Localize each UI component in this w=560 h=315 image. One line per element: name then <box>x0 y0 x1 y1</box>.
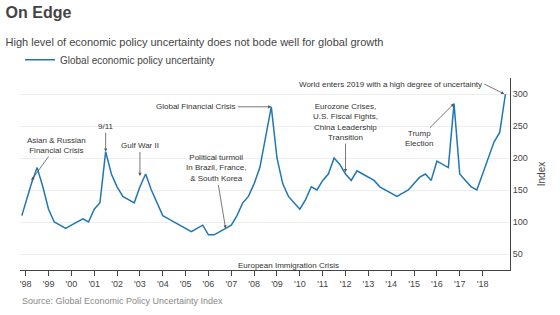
svg-text:150: 150 <box>513 185 528 195</box>
svg-text:'08: '08 <box>248 279 260 289</box>
svg-text:'17: '17 <box>454 279 466 289</box>
svg-text:'18: '18 <box>477 279 489 289</box>
svg-text:'01: '01 <box>88 279 100 289</box>
svg-text:TrumpElection: TrumpElection <box>405 129 433 148</box>
svg-text:'12: '12 <box>340 279 352 289</box>
svg-text:'06: '06 <box>203 279 215 289</box>
svg-text:High level of economic policy: High level of economic policy uncertaint… <box>6 36 384 48</box>
svg-text:Global economic policy uncerta: Global economic policy uncertainty <box>60 55 215 66</box>
svg-text:'00: '00 <box>66 279 78 289</box>
svg-text:'13: '13 <box>363 279 375 289</box>
svg-text:'03: '03 <box>134 279 146 289</box>
svg-text:200: 200 <box>513 153 528 163</box>
svg-text:'15: '15 <box>408 279 420 289</box>
svg-text:Gulf War II: Gulf War II <box>121 141 159 150</box>
svg-text:250: 250 <box>513 121 528 131</box>
svg-text:Index: Index <box>536 162 547 186</box>
svg-text:300: 300 <box>513 89 528 99</box>
svg-text:'09: '09 <box>271 279 283 289</box>
svg-text:World enters 2019 with a high: World enters 2019 with a high degree of … <box>299 80 482 89</box>
svg-text:Global Financial Crisis: Global Financial Crisis <box>156 102 236 111</box>
svg-text:On Edge: On Edge <box>6 4 72 21</box>
svg-text:'11: '11 <box>317 279 328 289</box>
svg-text:European Immigration Crisis: European Immigration Crisis <box>238 261 339 270</box>
svg-text:Political turmoilIn Brazil, Fr: Political turmoilIn Brazil, France,& Sou… <box>186 153 246 183</box>
svg-text:'02: '02 <box>111 279 123 289</box>
svg-text:'10: '10 <box>294 279 306 289</box>
svg-text:50: 50 <box>513 249 523 259</box>
svg-text:'07: '07 <box>225 279 237 289</box>
svg-text:'99: '99 <box>43 279 55 289</box>
svg-text:'98: '98 <box>20 279 32 289</box>
svg-text:9/11: 9/11 <box>98 122 114 131</box>
svg-text:100: 100 <box>513 217 528 227</box>
svg-text:Eurozone Crises,U.S. Fiscal Fi: Eurozone Crises,U.S. Fiscal Fights,China… <box>313 102 378 142</box>
svg-text:'16: '16 <box>431 279 443 289</box>
svg-text:'05: '05 <box>180 279 192 289</box>
svg-text:Asian & RussianFinancial Crisi: Asian & RussianFinancial Crisis <box>27 136 86 155</box>
svg-text:'04: '04 <box>157 279 169 289</box>
svg-text:'14: '14 <box>385 279 397 289</box>
svg-text:Source: Global Economic Policy: Source: Global Economic Policy Uncertain… <box>22 296 223 306</box>
